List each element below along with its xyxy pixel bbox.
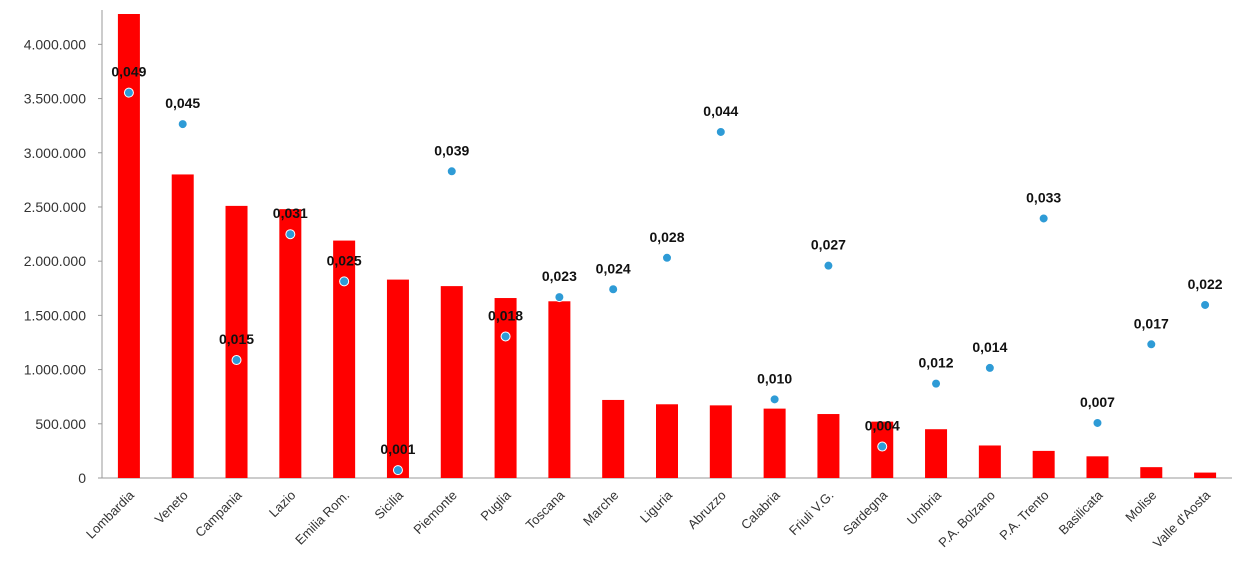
value-label: 0,045 <box>165 95 200 111</box>
y-tick-label: 4.000.000 <box>24 36 86 52</box>
x-tick-label: Umbria <box>904 487 945 528</box>
x-tick-label: Calabria <box>738 487 783 532</box>
dot <box>823 260 834 271</box>
value-label: 0,010 <box>757 370 792 386</box>
value-label: 0,027 <box>811 237 846 253</box>
y-tick-label: 2.500.000 <box>24 199 86 215</box>
x-tick-label: Abruzzo <box>685 488 729 532</box>
dot <box>769 394 780 405</box>
bar <box>333 240 356 478</box>
value-label: 0,049 <box>111 64 146 80</box>
value-label: 0,007 <box>1080 394 1115 410</box>
x-tick-label: Emilia Rom. <box>292 488 352 548</box>
dot <box>446 166 457 177</box>
x-tick-label: Marche <box>580 488 621 529</box>
bar <box>656 404 678 478</box>
x-tick-label: Basilicata <box>1056 487 1106 537</box>
dot <box>339 276 350 287</box>
bar <box>602 399 625 478</box>
bar <box>171 174 194 478</box>
dot <box>554 292 565 303</box>
value-label: 0,024 <box>596 260 631 276</box>
bar <box>763 408 786 478</box>
bar <box>817 414 840 478</box>
bar <box>440 286 463 478</box>
dot <box>231 355 242 366</box>
bar <box>548 301 571 478</box>
value-label: 0,015 <box>219 331 254 347</box>
bar <box>1140 467 1163 478</box>
x-tick-label: Veneto <box>152 488 191 527</box>
bar <box>709 405 732 478</box>
bar <box>386 279 409 478</box>
dot <box>1146 339 1157 350</box>
bar <box>978 445 1001 478</box>
x-tick-label: Lombardia <box>83 487 138 542</box>
y-tick-label: 500.000 <box>35 416 86 432</box>
x-tick-label: Campania <box>192 487 245 540</box>
value-label: 0,033 <box>1026 189 1061 205</box>
dot <box>177 119 188 130</box>
y-tick-label: 2.000.000 <box>24 253 86 269</box>
dot <box>984 362 995 373</box>
dot <box>877 441 888 452</box>
x-tick-label: Lazio <box>266 488 299 521</box>
y-tick-label: 0 <box>78 470 86 486</box>
dot <box>662 252 672 263</box>
x-tick-label: P.A. Trento <box>996 488 1051 543</box>
dot <box>1200 299 1211 310</box>
x-tick-label: Toscana <box>523 487 568 532</box>
bar <box>117 14 140 478</box>
bar <box>1086 456 1109 478</box>
dot <box>931 378 942 389</box>
dot <box>285 229 296 240</box>
x-tick-label: Molise <box>1122 488 1159 525</box>
value-label: 0,031 <box>273 205 308 221</box>
value-label: 0,039 <box>434 142 469 158</box>
x-tick-label: Sicilia <box>371 487 406 522</box>
x-tick-label: Valle d'Aosta <box>1150 487 1214 551</box>
bar <box>925 429 948 478</box>
value-label: 0,004 <box>865 418 900 434</box>
value-label: 0,017 <box>1134 315 1169 331</box>
bar <box>1194 472 1217 478</box>
y-tick-label: 1.000.000 <box>24 362 86 378</box>
value-label: 0,028 <box>649 229 684 245</box>
x-tick-label: Puglia <box>478 487 515 524</box>
y-tick-label: 3.500.000 <box>24 91 86 107</box>
value-label: 0,023 <box>542 268 577 284</box>
bar <box>1032 450 1055 478</box>
value-label: 0,001 <box>380 441 415 457</box>
dot <box>715 126 726 137</box>
value-label: 0,025 <box>327 252 362 268</box>
y-tick-label: 3.000.000 <box>24 145 86 161</box>
y-tick-label: 1.500.000 <box>24 307 86 323</box>
x-tick-label: Sardegna <box>840 487 891 538</box>
bar <box>279 209 302 478</box>
x-tick-label: P.A. Bolzano <box>935 488 998 551</box>
x-tick-label: Liguria <box>637 487 676 526</box>
dot <box>500 331 511 342</box>
x-tick-label: Friuli V.G. <box>786 488 837 539</box>
value-label: 0,014 <box>972 339 1007 355</box>
dot <box>123 87 134 98</box>
dot <box>1038 213 1049 224</box>
dot <box>608 284 619 295</box>
value-label: 0,044 <box>703 103 738 119</box>
value-label: 0,022 <box>1188 276 1223 292</box>
value-label: 0,012 <box>919 355 954 371</box>
bar <box>225 205 248 478</box>
dot <box>1092 417 1103 428</box>
bar <box>494 298 517 478</box>
value-label: 0,018 <box>488 307 523 323</box>
dot <box>392 465 403 476</box>
x-tick-label: Piemonte <box>410 488 459 537</box>
